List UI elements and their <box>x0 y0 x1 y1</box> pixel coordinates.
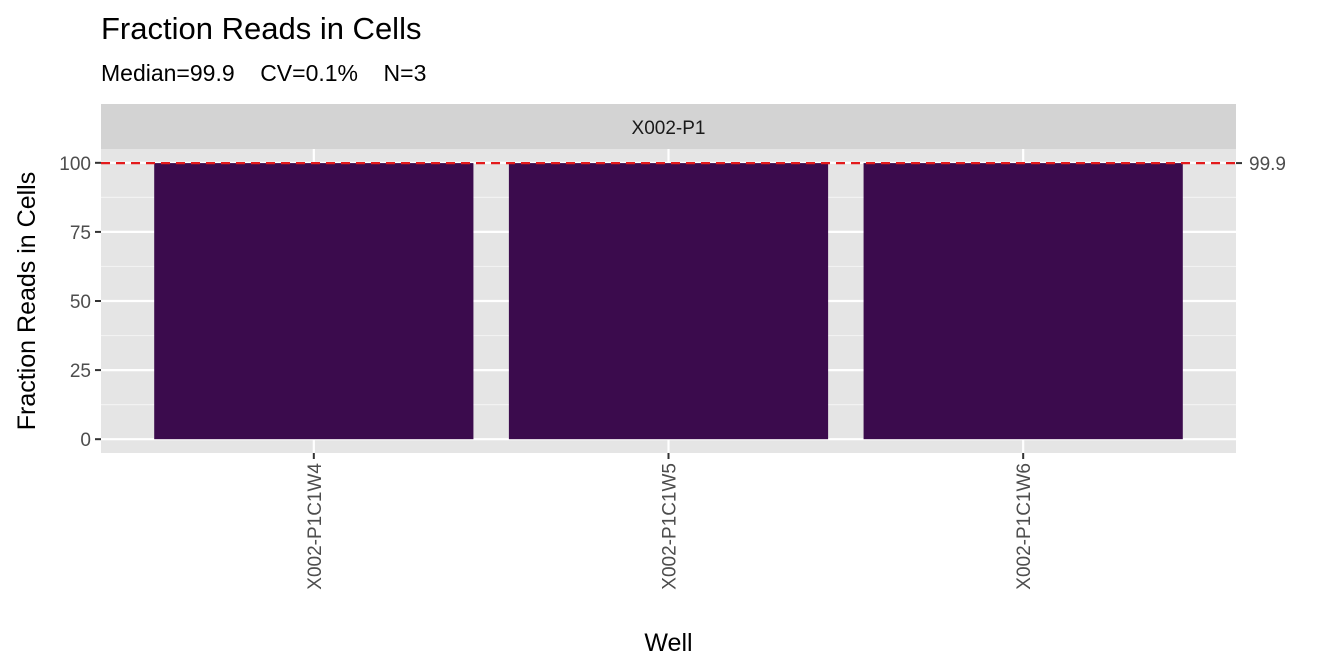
chart-title: Fraction Reads in Cells <box>101 11 421 46</box>
bar <box>863 163 1183 440</box>
bar <box>508 163 829 440</box>
y-tick-label: 50 <box>70 292 91 313</box>
bars <box>154 163 1183 440</box>
x-tick-label: X002-P1C1W6 <box>1014 463 1035 590</box>
facet-strip <box>101 104 1236 149</box>
y-axis: 0 25 50 75 100 <box>59 154 101 451</box>
facet-label: X002-P1 <box>632 118 706 139</box>
bar <box>154 163 474 440</box>
y-axis-title: Fraction Reads in Cells <box>13 172 41 430</box>
x-axis-title: Well <box>644 629 692 657</box>
y-tick-label: 75 <box>70 223 91 244</box>
y-tick-label: 25 <box>70 361 91 382</box>
median-label: 99.9 <box>1249 154 1286 175</box>
y-tick-label: 100 <box>59 154 91 175</box>
reference-line: 99.9 <box>101 154 1286 175</box>
x-tick-label: X002-P1C1W4 <box>305 463 326 590</box>
y-tick-label: 0 <box>80 430 91 451</box>
x-axis: X002-P1C1W4 X002-P1C1W5 X002-P1C1W6 <box>305 453 1035 590</box>
chart-subtitle: Median=99.9 CV=0.1% N=3 <box>101 60 426 86</box>
x-tick-label: X002-P1C1W5 <box>660 463 681 590</box>
